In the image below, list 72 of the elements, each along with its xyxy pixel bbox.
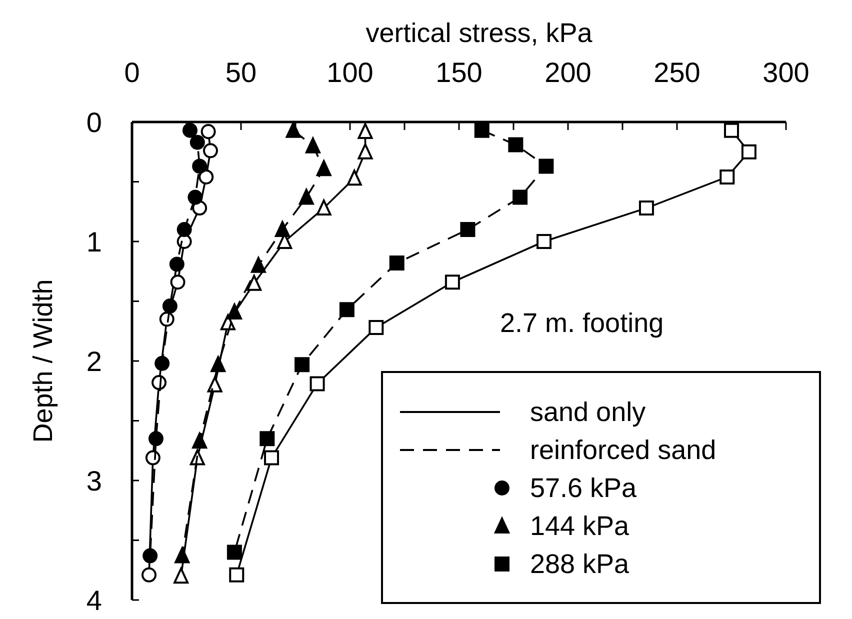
point xyxy=(142,567,157,582)
point xyxy=(188,190,203,205)
point xyxy=(200,124,216,140)
point xyxy=(250,256,266,273)
point xyxy=(536,234,552,249)
point xyxy=(264,450,280,466)
point xyxy=(169,256,184,272)
point xyxy=(339,302,354,318)
point xyxy=(148,431,164,446)
y-tick-label: 4 xyxy=(86,585,102,616)
point xyxy=(170,274,186,290)
annotation: 2.7 m. footing xyxy=(500,308,664,338)
point xyxy=(190,134,205,150)
point xyxy=(182,122,198,138)
x-tick-label: 200 xyxy=(544,57,592,88)
y-axis-title: Depth / Width xyxy=(28,279,58,443)
point xyxy=(508,137,524,152)
point xyxy=(474,122,490,138)
x-tick-label: 0 xyxy=(124,57,140,88)
x-axis-title: vertical stress, kPa xyxy=(366,18,594,48)
point xyxy=(246,274,262,291)
point xyxy=(305,137,320,154)
y-tick-label: 0 xyxy=(86,107,102,138)
point xyxy=(174,568,189,584)
y-tick-label: 2 xyxy=(86,346,102,377)
x-tick-label: 300 xyxy=(762,57,810,88)
point xyxy=(192,432,208,449)
point xyxy=(368,320,384,336)
legend-label: 144 kPa xyxy=(530,511,630,541)
point xyxy=(316,200,332,216)
point xyxy=(444,274,460,290)
point xyxy=(192,158,208,174)
point xyxy=(741,144,756,160)
point xyxy=(310,376,325,392)
point xyxy=(358,123,373,140)
point xyxy=(538,158,554,174)
point xyxy=(724,122,739,138)
point xyxy=(210,356,226,372)
point xyxy=(720,169,735,184)
point xyxy=(346,170,362,186)
point xyxy=(207,376,222,392)
point xyxy=(286,122,301,138)
legend-label: 57.6 kPa xyxy=(530,473,638,503)
point xyxy=(226,544,242,560)
point xyxy=(260,431,275,446)
point xyxy=(226,304,242,320)
point xyxy=(174,547,190,564)
point xyxy=(198,169,214,184)
point xyxy=(154,356,170,371)
annotation: sand only xyxy=(530,397,646,427)
point xyxy=(176,222,192,238)
point xyxy=(162,298,178,314)
x-tick-label: 250 xyxy=(654,57,700,88)
y-tick-label: 1 xyxy=(86,226,102,258)
point xyxy=(294,357,310,372)
x-tick-label: 150 xyxy=(436,57,482,88)
legend-label: 288 kPa xyxy=(530,549,630,579)
point xyxy=(638,200,654,216)
point xyxy=(274,221,290,238)
point xyxy=(298,188,314,205)
x-tick-label: 100 xyxy=(326,57,374,88)
point xyxy=(358,143,373,160)
point xyxy=(460,222,476,238)
point xyxy=(316,160,332,176)
annotation: reinforced sand xyxy=(530,435,716,465)
point xyxy=(229,567,244,582)
y-tick-label: 3 xyxy=(86,466,102,496)
point xyxy=(512,190,528,205)
point xyxy=(142,548,158,564)
point xyxy=(389,256,404,271)
point xyxy=(202,143,218,158)
x-tick-label: 50 xyxy=(225,57,257,88)
